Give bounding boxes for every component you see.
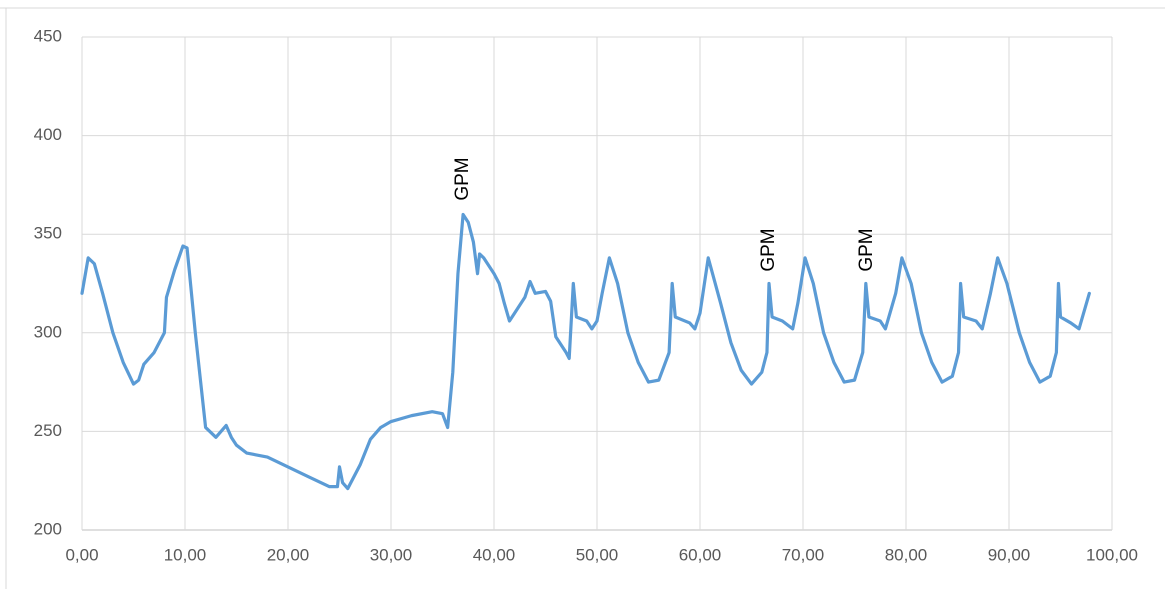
x-tick-label: 60,00 — [679, 545, 722, 564]
x-tick-label: 90,00 — [988, 545, 1031, 564]
x-tick-label: 30,00 — [370, 545, 413, 564]
x-tick-label: 40,00 — [473, 545, 516, 564]
x-tick-label: 0,00 — [65, 545, 98, 564]
x-tick-label: 70,00 — [782, 545, 825, 564]
data-line — [80, 212, 1091, 491]
x-tick-label: 80,00 — [885, 545, 928, 564]
annotation: GPM — [452, 157, 473, 200]
x-tick-label: 20,00 — [267, 545, 310, 564]
x-tick-label: 10,00 — [164, 545, 207, 564]
y-tick-label: 300 — [34, 322, 62, 341]
y-tick-label: 200 — [34, 519, 62, 538]
y-tick-label: 400 — [34, 125, 62, 144]
annotation: GPM — [856, 228, 877, 271]
y-tick-label: 450 — [34, 26, 62, 45]
y-tick-label: 250 — [34, 421, 62, 440]
annotation: GPM — [758, 228, 779, 271]
x-tick-label: 50,00 — [576, 545, 619, 564]
y-tick-label: 350 — [34, 224, 62, 243]
x-tick-label: 100,00 — [1086, 545, 1138, 564]
